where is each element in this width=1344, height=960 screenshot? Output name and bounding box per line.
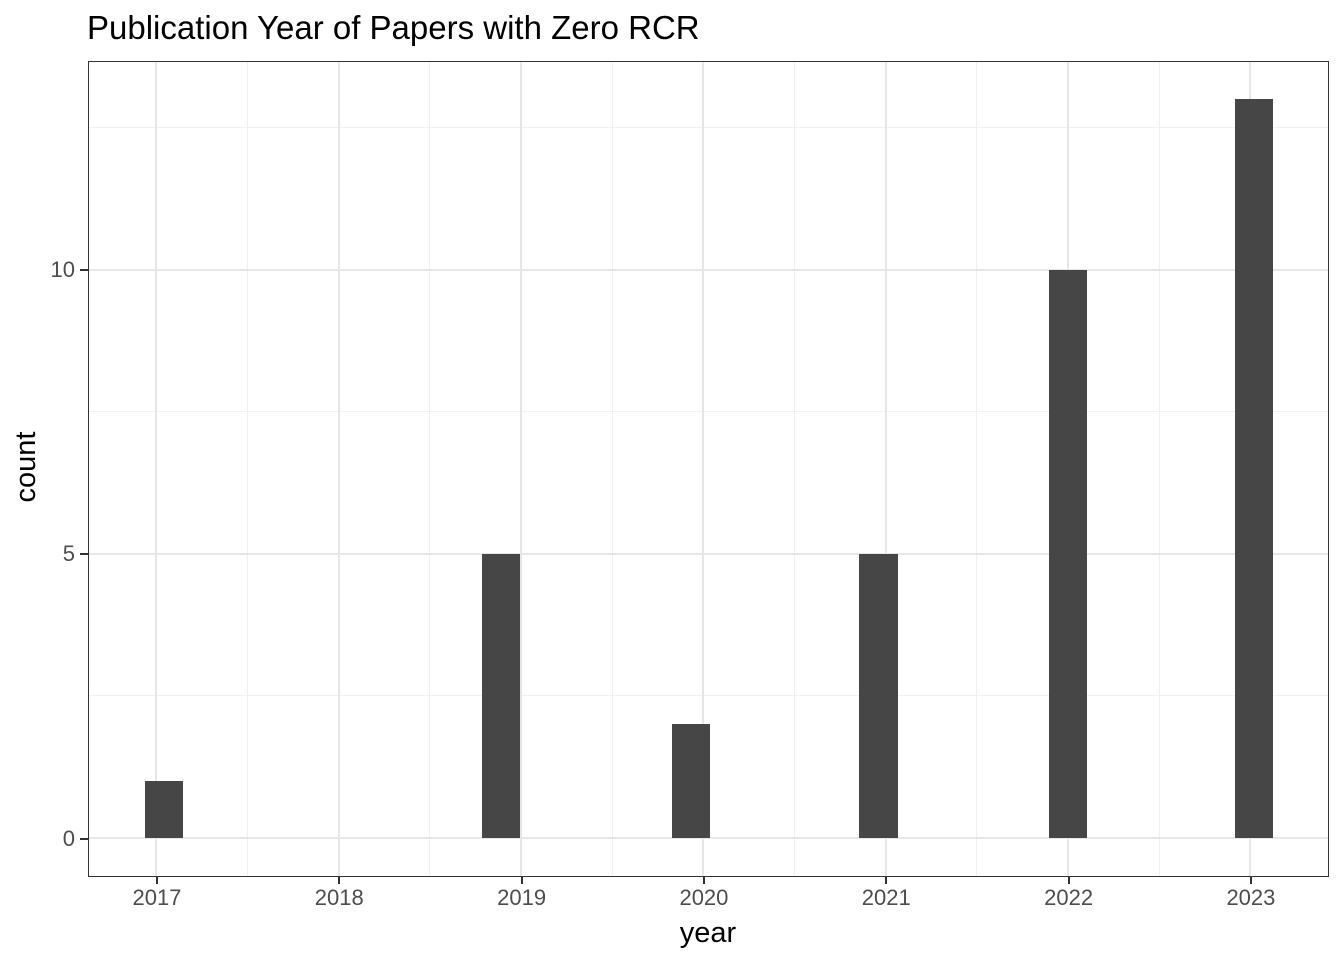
y-tick-label: 0 [62, 825, 75, 851]
x-tick-mark [338, 876, 341, 884]
major-gridline-horizontal [89, 552, 1328, 555]
histogram-bar [1048, 269, 1088, 839]
x-tick-mark [1067, 876, 1070, 884]
x-tick-label: 2018 [314, 885, 364, 910]
histogram-bar [144, 781, 183, 839]
y-tick-mark [80, 837, 88, 840]
major-gridline-vertical [884, 62, 887, 876]
major-gridline-vertical [520, 62, 523, 876]
x-tick-mark [885, 876, 888, 884]
histogram-bar [671, 724, 710, 839]
x-tick-mark [702, 876, 705, 884]
minor-gridline-vertical [611, 62, 613, 876]
x-tick-label: 2023 [1226, 885, 1276, 910]
y-tick-label: 5 [62, 541, 75, 567]
x-tick-label: 2022 [1044, 885, 1094, 910]
histogram-bar [481, 553, 521, 839]
major-gridline-vertical [155, 62, 158, 876]
major-gridline-vertical [702, 62, 705, 876]
minor-gridline-vertical [794, 62, 796, 876]
major-gridline-horizontal [89, 268, 1328, 271]
x-tick-label: 2021 [861, 885, 911, 910]
x-tick-label: 2020 [679, 885, 729, 910]
histogram-bar [1234, 98, 1274, 839]
x-tick-label: 2017 [132, 885, 182, 910]
minor-gridline-horizontal [89, 695, 1328, 697]
y-axis-title: count [10, 431, 42, 503]
y-tick-mark [80, 553, 88, 556]
x-tick-mark [1249, 876, 1252, 884]
x-tick-label: 2019 [497, 885, 547, 910]
minor-gridline-vertical [247, 62, 249, 876]
minor-gridline-horizontal [89, 411, 1328, 413]
histogram-bar [859, 553, 898, 839]
minor-gridline-vertical [976, 62, 978, 876]
y-tick-mark [80, 269, 88, 271]
major-gridline-vertical [337, 62, 340, 876]
x-tick-mark [520, 876, 523, 884]
minor-gridline-horizontal [89, 126, 1328, 128]
x-axis-title: year [679, 917, 737, 949]
minor-gridline-vertical [429, 62, 431, 876]
y-tick-label: 10 [50, 257, 75, 282]
x-tick-mark [155, 876, 158, 884]
chart-title: Publication Year of Papers with Zero RCR [87, 9, 700, 46]
plot-panel [88, 61, 1329, 877]
minor-gridline-vertical [1158, 62, 1160, 876]
major-gridline-horizontal [89, 837, 1328, 840]
